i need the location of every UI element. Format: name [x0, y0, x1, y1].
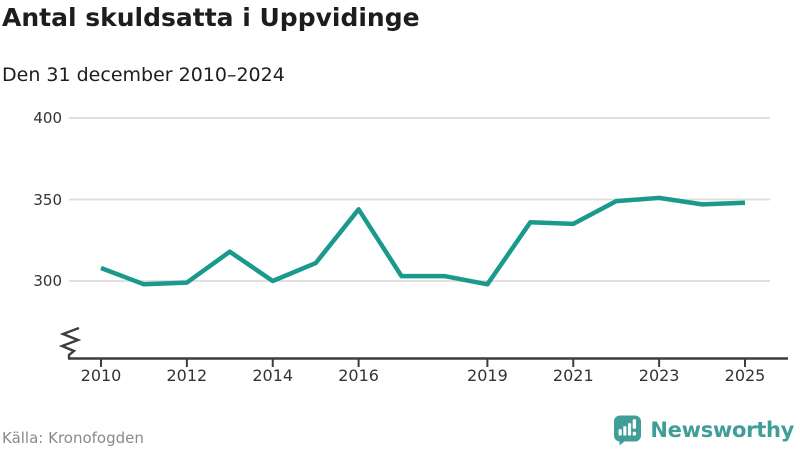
- x-axis-label: 2012: [166, 366, 208, 385]
- chart-title: Antal skuldsatta i Uppvidinge: [2, 3, 420, 32]
- x-axis-label: 2014: [252, 366, 294, 385]
- y-axis-label: 350: [33, 190, 62, 209]
- x-axis-label: 2025: [724, 366, 766, 385]
- x-axis-label: 2023: [638, 366, 680, 385]
- newsworthy-wordmark: Newsworthy: [650, 418, 794, 442]
- newsworthy-logo: Newsworthy: [613, 414, 794, 446]
- chart-subtitle: Den 31 december 2010–2024: [2, 64, 285, 86]
- data-line-antal-skuldsatta: [100, 195, 746, 287]
- axis-break-squiggle: [58, 326, 82, 358]
- y-axis-label: 300: [33, 272, 62, 290]
- newsworthy-bubble-chart-icon: [614, 415, 642, 446]
- x-axis-label: 2019: [467, 366, 508, 385]
- x-axis-label: 2016: [338, 366, 379, 385]
- x-axis-label: 2010: [80, 366, 122, 385]
- source-label: Källa: Kronofogden: [2, 429, 144, 447]
- y-axis-label: 400: [33, 109, 62, 127]
- x-axis-label: 2021: [552, 366, 594, 385]
